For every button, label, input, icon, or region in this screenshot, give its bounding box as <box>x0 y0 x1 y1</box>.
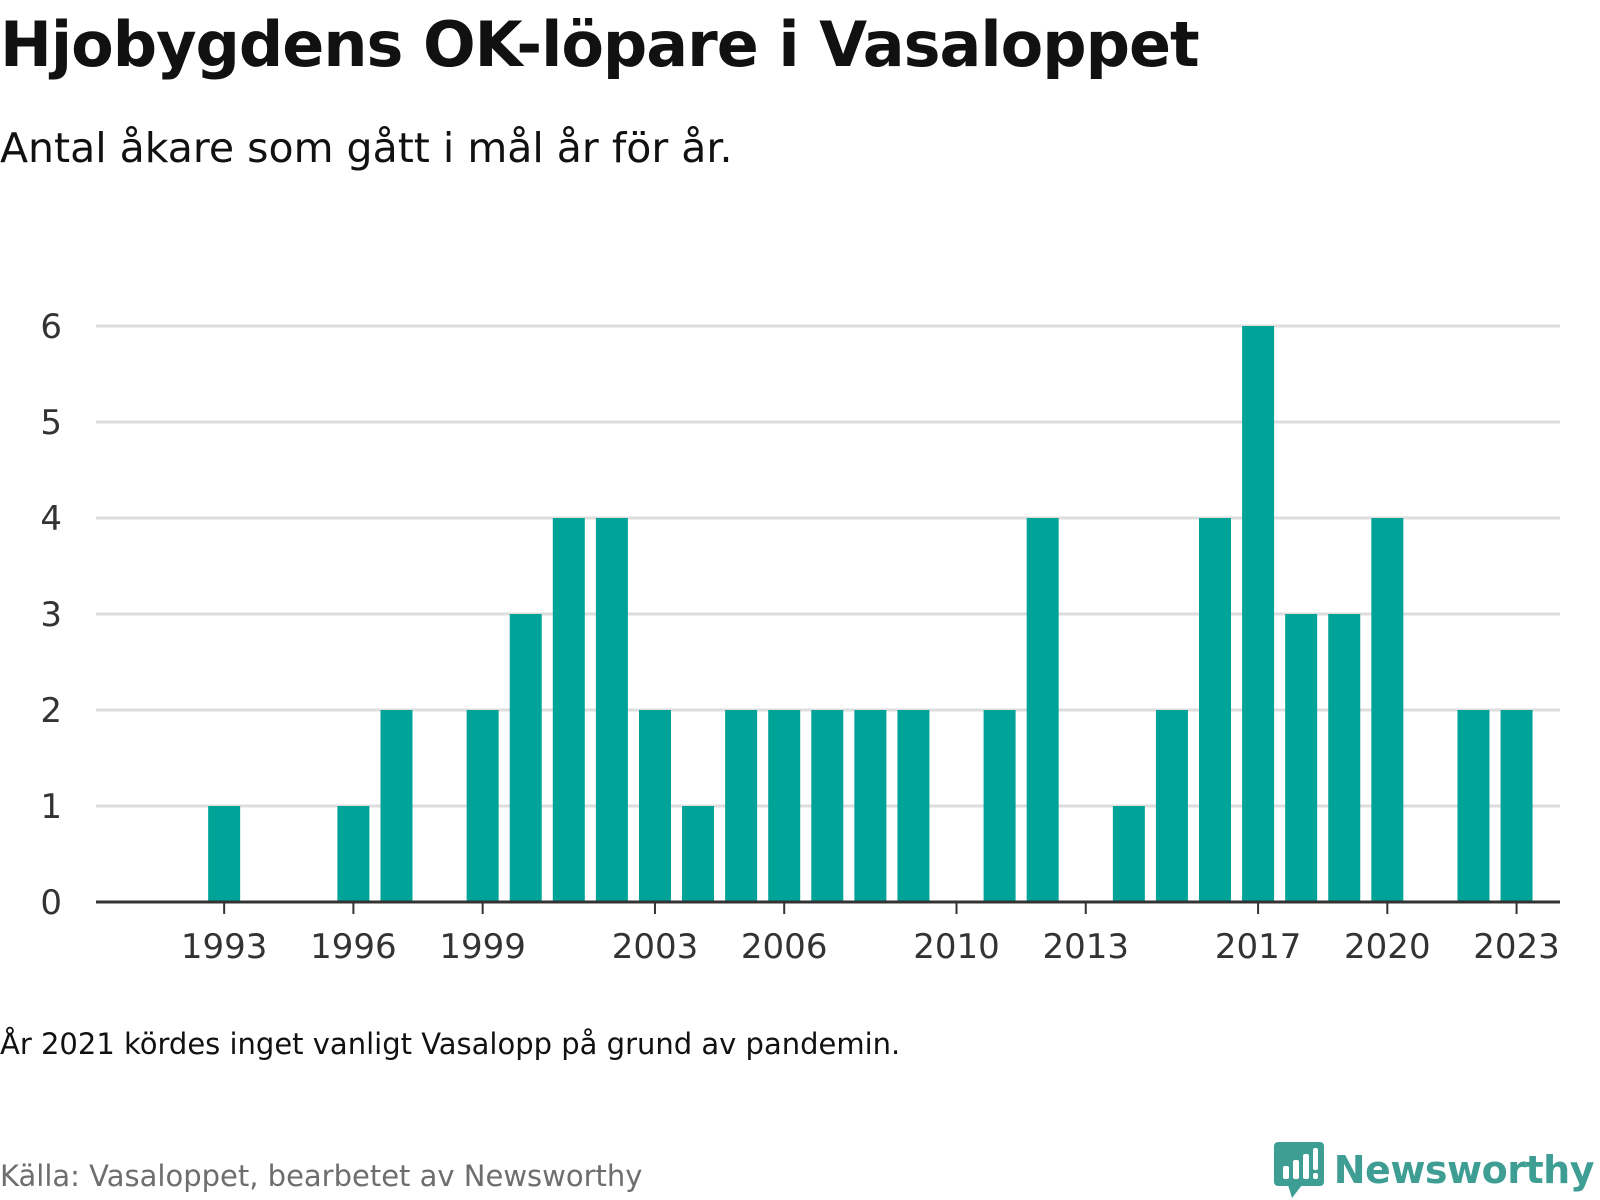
y-tick-label: 1 <box>40 787 62 827</box>
bar-2019 <box>1328 614 1361 902</box>
bar-2016 <box>1199 518 1231 902</box>
bar-2023 <box>1500 710 1533 902</box>
newsworthy-logo: Newsworthy <box>1273 1142 1595 1198</box>
bar-2022 <box>1457 710 1490 902</box>
bar-2011 <box>983 710 1016 902</box>
bar-2001 <box>552 518 585 902</box>
x-tick-label: 1996 <box>310 927 397 967</box>
bar-2003 <box>638 710 671 902</box>
bar-2004 <box>682 806 715 902</box>
y-tick-label: 4 <box>40 499 62 539</box>
bar-2008 <box>854 710 887 902</box>
bar-2014 <box>1112 806 1145 902</box>
bar-1993 <box>208 806 241 902</box>
y-tick-label: 5 <box>40 403 62 443</box>
bar-2000 <box>509 614 542 902</box>
y-tick-label: 0 <box>40 883 62 923</box>
bar-1999 <box>466 710 499 902</box>
chart-note: År 2021 kördes inget vanligt Vasalopp på… <box>0 1027 901 1061</box>
bar-2002 <box>595 518 628 902</box>
bar-1997 <box>380 710 413 902</box>
x-tick-label: 2023 <box>1473 927 1560 967</box>
x-tick-label: 2003 <box>612 927 699 967</box>
y-tick-label: 6 <box>40 307 62 347</box>
chart-subtitle: Antal åkare som gått i mål år för år. <box>0 124 733 172</box>
x-tick-label: 2010 <box>913 927 1000 967</box>
y-tick-label: 2 <box>40 691 62 731</box>
brand-name: Newsworthy <box>1333 1148 1595 1192</box>
chart-bubble-icon <box>1273 1142 1324 1198</box>
y-tick-label: 3 <box>40 595 62 635</box>
x-tick-label: 1993 <box>181 927 268 967</box>
bar-1996 <box>337 806 370 902</box>
bar-2018 <box>1285 614 1318 902</box>
bar-chart: 0 1 2 3 4 5 6 1993 1996 1999 2003 2006 2010 2013 2017… <box>40 307 1560 967</box>
bar-2015 <box>1155 710 1188 902</box>
bar-2012 <box>1026 518 1059 902</box>
x-axis-ticks: 1993 1996 1999 2003 2006 2010 2013 2017 2020 2023 <box>181 902 1560 967</box>
x-tick-label: 2017 <box>1215 927 1302 967</box>
bars <box>208 326 1533 902</box>
bar-2006 <box>768 710 801 902</box>
source-credit: Källa: Vasaloppet, bearbetet av Newswort… <box>0 1159 643 1193</box>
chart-title: Hjobygdens OK-löpare i Vasaloppet <box>0 8 1200 81</box>
bar-2020 <box>1371 518 1404 902</box>
bar-2017 <box>1242 326 1275 902</box>
x-tick-label: 2006 <box>741 927 828 967</box>
x-tick-label: 1999 <box>439 927 526 967</box>
x-tick-label: 2013 <box>1042 927 1129 967</box>
x-tick-label: 2020 <box>1344 927 1431 967</box>
bar-2009 <box>897 710 930 902</box>
y-axis-ticks: 0 1 2 3 4 5 6 <box>40 307 62 923</box>
bar-2007 <box>811 710 844 902</box>
bar-2005 <box>725 710 758 902</box>
